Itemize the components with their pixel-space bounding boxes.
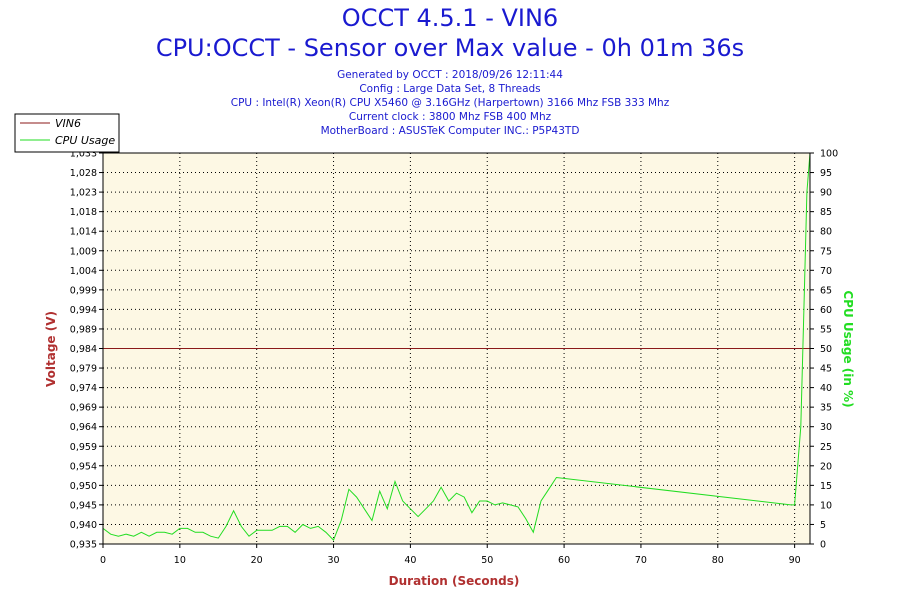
y-tick-label-left: 1,028 <box>70 168 97 179</box>
x-tick-label: 10 <box>174 555 186 566</box>
y-tick-label-right: 90 <box>820 188 832 199</box>
info-clock: Current clock : 3800 Mhz FSB 400 Mhz <box>348 111 552 123</box>
info-config: Config : Large Data Set, 8 Threads <box>359 83 541 95</box>
y-tick-label-right: 65 <box>820 285 832 296</box>
y-tick-label-right: 20 <box>820 461 832 472</box>
info-generated: Generated by OCCT : 2018/09/26 12:11:44 <box>337 69 563 81</box>
series-group <box>102 152 811 542</box>
x-tick-label: 80 <box>712 555 724 566</box>
y-tick-label-left: 0,984 <box>70 344 97 355</box>
y-tick-label-left: 1,033 <box>70 149 97 160</box>
x-tick-label: 40 <box>404 555 416 566</box>
y-tick-label-right: 50 <box>820 344 832 355</box>
legend-label-cpu-usage: CPU Usage <box>55 134 115 147</box>
x-tick-label: 50 <box>481 555 493 566</box>
y-tick-label-left: 0,950 <box>70 481 97 492</box>
y-tick-label-left: 0,954 <box>70 461 97 472</box>
y-tick-label-right: 75 <box>820 246 832 257</box>
y-tick-label-left: 0,959 <box>70 442 97 453</box>
plot-frame <box>102 152 811 545</box>
y-axis-label-left: Voltage (V) <box>44 311 58 387</box>
info-motherboard: MotherBoard : ASUSTeK Computer INC.: P5P… <box>320 125 580 137</box>
y-tick-label-right: 40 <box>820 383 832 394</box>
x-axis-label: Duration (Seconds) <box>389 574 520 588</box>
y-tick-label-right: 5 <box>820 520 826 531</box>
y-tick-label-right: 10 <box>820 500 832 511</box>
y-tick-label-left: 1,009 <box>70 246 97 257</box>
y-tick-label-left: 1,018 <box>70 207 97 218</box>
y-tick-label-right: 15 <box>820 481 832 492</box>
x-tick-label: 30 <box>327 555 339 566</box>
y-tick-label-left: 0,935 <box>70 540 97 551</box>
x-tick-label: 20 <box>251 555 263 566</box>
y-tick-label-left: 1,023 <box>70 188 97 199</box>
y-tick-label-left: 0,999 <box>70 285 97 296</box>
y-tick-label-left: 1,004 <box>70 266 97 277</box>
y-tick-label-left: 0,945 <box>70 500 97 511</box>
x-tick-label: 60 <box>558 555 570 566</box>
legend: VIN6 CPU Usage <box>14 113 120 153</box>
axes: 1,033 1,028 1,023 1,018 1,014 1,009 1,004 0,999… <box>70 149 838 567</box>
y-tick-label-right: 85 <box>820 207 832 218</box>
y-tick-label-left: 0,940 <box>70 520 97 531</box>
y-tick-label-right: 25 <box>820 442 832 453</box>
x-tick-label: 0 <box>100 555 106 566</box>
y-tick-label-right: 45 <box>820 364 832 375</box>
info-cpu: CPU : Intel(R) Xeon(R) CPU X5460 @ 3.16G… <box>230 97 670 109</box>
y-tick-label-left: 0,989 <box>70 324 97 335</box>
y-tick-label-right: 100 <box>820 149 838 160</box>
y-tick-label-right: 35 <box>820 403 832 414</box>
chart-title: OCCT 4.5.1 - VIN6 <box>341 4 559 32</box>
y-tick-label-left: 0,979 <box>70 364 97 375</box>
y-tick-label-right: 80 <box>820 227 832 238</box>
y-tick-label-left: 0,994 <box>70 305 97 316</box>
y-tick-label-right: 95 <box>820 168 832 179</box>
series-line-cpu-usage <box>102 152 811 542</box>
y-tick-label-left: 0,969 <box>70 403 97 414</box>
y-tick-label-left: 1,014 <box>70 227 97 238</box>
y-tick-label-right: 55 <box>820 324 832 335</box>
y-tick-label-right: 30 <box>820 422 832 433</box>
y-tick-label-right: 60 <box>820 305 832 316</box>
y-tick-label-left: 0,974 <box>70 383 97 394</box>
x-tick-label: 70 <box>635 555 647 566</box>
y-axis-label-right: CPU Usage (in %) <box>841 290 855 407</box>
chart-info: Generated by OCCT : 2018/09/26 12:11:44 … <box>0 68 900 138</box>
y-tick-label-left: 0,964 <box>70 422 97 433</box>
x-tick-label: 90 <box>789 555 801 566</box>
legend-box <box>14 113 120 153</box>
y-tick-label-right: 70 <box>820 266 832 277</box>
legend-label-vin6: VIN6 <box>55 117 81 130</box>
y-tick-label-right: 0 <box>820 540 826 551</box>
chart-subtitle: CPU:OCCT - Sensor over Max value - 0h 01… <box>155 34 745 62</box>
